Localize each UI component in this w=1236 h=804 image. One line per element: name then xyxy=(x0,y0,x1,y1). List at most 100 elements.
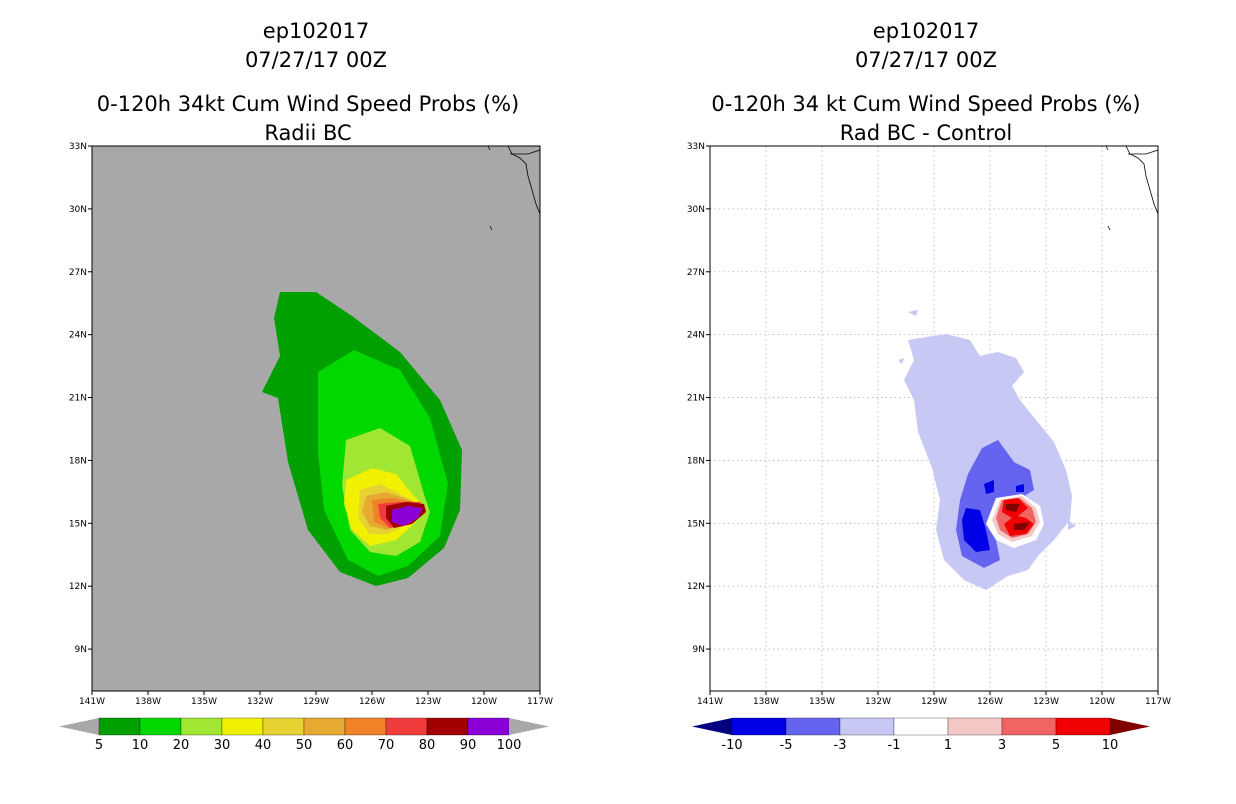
y-tick-label: 21N xyxy=(69,394,87,404)
peak-a xyxy=(1006,504,1020,512)
y-tick-label: 33N xyxy=(687,142,705,152)
right-subtitle: Rad BC - Control xyxy=(840,121,1013,145)
colorbar-over-triangle xyxy=(509,718,549,735)
left-colorbar-labels: 5 10 20 30 40 50 60 70 80 90 100 xyxy=(95,738,522,753)
colorbar-label: 10 xyxy=(132,738,149,753)
colorbar-label: 1 xyxy=(944,738,952,753)
colorbar-box xyxy=(303,717,346,736)
colorbar-box xyxy=(344,717,387,736)
left-date: 07/27/17 00Z xyxy=(245,48,387,72)
colorbar-label: -5 xyxy=(780,738,793,753)
peak-b xyxy=(1014,522,1030,530)
colorbar-label: 80 xyxy=(419,738,436,753)
colorbar-label: -10 xyxy=(721,738,742,753)
x-tick-label: 117W xyxy=(527,697,553,707)
colorbar-box xyxy=(426,717,469,736)
colorbar-label: 20 xyxy=(173,738,190,753)
colorbar-box xyxy=(180,717,223,736)
colorbar-label: -1 xyxy=(888,738,901,753)
y-tick-label: 15N xyxy=(69,519,87,529)
y-tick-label: 9N xyxy=(75,645,87,655)
colorbar-label: -3 xyxy=(834,738,847,753)
contour-90 xyxy=(392,506,422,526)
right-title: 0-120h 34 kt Cum Wind Speed Probs (%) xyxy=(711,92,1140,116)
y-tick-label: 21N xyxy=(687,394,705,404)
colorbar-box xyxy=(139,717,182,736)
colorbar-label: 50 xyxy=(296,738,313,753)
colorbar-label: 70 xyxy=(378,738,395,753)
y-tick-label: 18N xyxy=(687,456,705,466)
colorbar-label: 10 xyxy=(1102,738,1119,753)
x-tick-label: 117W xyxy=(1145,697,1171,707)
right-gridlines xyxy=(710,146,1158,691)
colorbar-box xyxy=(262,717,305,736)
colorbar-box xyxy=(98,717,141,736)
left-x-tick-labels: 141W 138W 135W 132W 129W 126W 123W 120W 117W xyxy=(79,691,553,707)
dot-minus-5-b xyxy=(1016,484,1024,492)
blip-minus-1-b xyxy=(898,358,904,364)
y-tick-label: 27N xyxy=(687,268,705,278)
colorbar-label: 5 xyxy=(95,738,103,753)
left-probability-contours xyxy=(262,292,462,586)
y-tick-label: 24N xyxy=(687,331,705,341)
left-panel: ep102017 07/27/17 00Z 0-120h 34kt Cum Wi… xyxy=(59,19,553,753)
x-tick-label: 135W xyxy=(809,697,835,707)
colorbar-label: 3 xyxy=(998,738,1006,753)
left-subtitle: Radii BC xyxy=(264,121,351,145)
x-tick-label: 132W xyxy=(865,697,891,707)
colorbar-box xyxy=(893,717,949,736)
right-storm-id: ep102017 xyxy=(873,19,979,43)
right-colorbar-boxes xyxy=(692,717,1150,736)
contour-minus-5 xyxy=(962,508,990,552)
left-colorbar-boxes xyxy=(59,717,549,736)
x-tick-label: 141W xyxy=(79,697,105,707)
x-tick-label: 138W xyxy=(753,697,779,707)
colorbar-box xyxy=(385,717,428,736)
right-coastline xyxy=(1105,145,1159,231)
colorbar-box xyxy=(785,717,841,736)
x-tick-label: 135W xyxy=(191,697,217,707)
x-tick-label: 138W xyxy=(135,697,161,707)
y-tick-label: 30N xyxy=(687,205,705,215)
colorbar-box xyxy=(1001,717,1057,736)
left-title: 0-120h 34kt Cum Wind Speed Probs (%) xyxy=(97,92,519,116)
y-tick-label: 12N xyxy=(69,582,87,592)
colorbar-under-triangle xyxy=(692,718,732,735)
x-tick-label: 120W xyxy=(471,697,497,707)
colorbar-label: 90 xyxy=(460,738,477,753)
colorbar-label: 30 xyxy=(214,738,231,753)
right-colorbar-labels: -10 -5 -3 -1 1 3 5 10 xyxy=(721,738,1118,753)
right-date: 07/27/17 00Z xyxy=(855,48,997,72)
colorbar-label: 40 xyxy=(255,738,272,753)
colorbar-box xyxy=(221,717,264,736)
y-tick-label: 24N xyxy=(69,331,87,341)
colorbar-label: 100 xyxy=(497,738,522,753)
colorbar-box xyxy=(1055,717,1111,736)
colorbar-label: 60 xyxy=(337,738,354,753)
dot-minus-5 xyxy=(984,480,994,494)
y-tick-label: 15N xyxy=(687,519,705,529)
y-tick-label: 27N xyxy=(69,268,87,278)
x-tick-label: 123W xyxy=(1033,697,1059,707)
y-tick-label: 12N xyxy=(687,582,705,592)
x-tick-label: 126W xyxy=(359,697,385,707)
x-tick-label: 129W xyxy=(921,697,947,707)
y-tick-label: 33N xyxy=(69,142,87,152)
right-y-tick-labels: 9N 12N 15N 18N 21N 24N 27N 30N 33N xyxy=(687,142,710,655)
left-storm-id: ep102017 xyxy=(263,19,369,43)
x-tick-label: 123W xyxy=(415,697,441,707)
left-y-tick-labels: 9N 12N 15N 18N 21N 24N 27N 30N 33N xyxy=(69,142,92,655)
y-tick-label: 18N xyxy=(69,456,87,466)
colorbar-over-triangle xyxy=(1110,718,1150,735)
left-colorbar: 5 10 20 30 40 50 60 70 80 90 100 xyxy=(59,717,549,753)
right-difference-contours xyxy=(898,310,1076,590)
colorbar-box xyxy=(731,717,787,736)
right-colorbar: -10 -5 -3 -1 1 3 5 10 xyxy=(692,717,1150,753)
right-x-tick-labels: 141W 138W 135W 132W 129W 126W 123W 120W 117W xyxy=(697,691,1171,707)
colorbar-label: 5 xyxy=(1052,738,1060,753)
x-tick-label: 132W xyxy=(247,697,273,707)
colorbar-box xyxy=(947,717,1003,736)
